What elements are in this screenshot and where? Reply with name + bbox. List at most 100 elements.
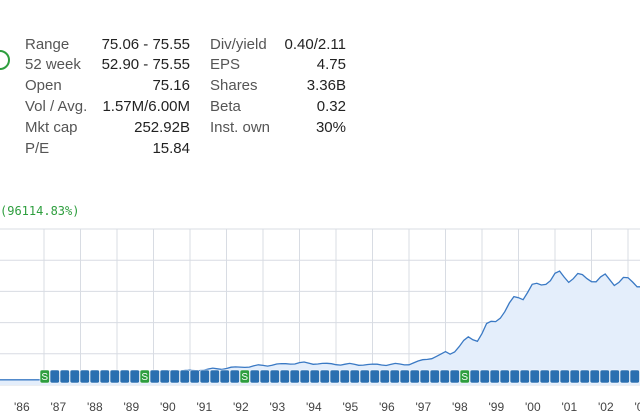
dividend-marker[interactable]	[89, 369, 100, 384]
percent-change-label: (96114.83%)	[0, 204, 80, 218]
split-marker-label: S	[241, 372, 248, 383]
dividend-marker[interactable]	[139, 369, 150, 384]
dividend-marker[interactable]	[329, 369, 340, 384]
year-tick-label: '91	[197, 400, 213, 414]
stat-value: 75.16	[152, 77, 190, 94]
stat-label: Div/yield	[210, 36, 267, 53]
dividend-marker[interactable]	[99, 369, 110, 384]
dividend-marker[interactable]	[119, 369, 130, 384]
dividend-marker[interactable]	[339, 369, 350, 384]
dividend-marker[interactable]	[399, 369, 410, 384]
dividend-marker[interactable]	[459, 369, 470, 384]
dividend-marker[interactable]	[299, 369, 310, 384]
dividend-marker[interactable]	[79, 369, 90, 384]
year-tick-label: '93	[270, 400, 286, 414]
dividend-marker[interactable]	[219, 369, 230, 384]
dividend-marker[interactable]	[389, 369, 400, 384]
stat-pe: P/E 15.84	[25, 139, 190, 159]
stat-value: 1.57M/6.00M	[102, 98, 190, 115]
dividend-marker[interactable]	[49, 369, 60, 384]
dividend-marker[interactable]	[259, 369, 270, 384]
year-tick-label: '99	[489, 400, 505, 414]
dividend-marker[interactable]	[269, 369, 280, 384]
dividend-marker[interactable]	[449, 369, 460, 384]
dividend-marker[interactable]	[509, 369, 520, 384]
stat-value: 4.75	[316, 56, 346, 73]
dividend-marker[interactable]	[169, 369, 180, 384]
dividend-marker[interactable]	[159, 369, 170, 384]
dividend-marker[interactable]	[599, 369, 610, 384]
dividend-marker[interactable]	[209, 369, 220, 384]
stat-value: 15.84	[152, 140, 190, 157]
dividend-marker[interactable]	[589, 369, 600, 384]
stat-range: Range 75.06 - 75.55	[25, 35, 190, 55]
dividend-marker[interactable]	[249, 369, 260, 384]
dividend-marker[interactable]	[229, 369, 240, 384]
dividend-marker[interactable]	[239, 369, 250, 384]
stat-label: Open	[25, 77, 62, 94]
year-tick-label: '98	[452, 400, 468, 414]
stat-div-yield: Div/yield 0.40/2.11	[210, 35, 346, 55]
stat-beta: Beta 0.32	[210, 97, 346, 117]
dividend-marker[interactable]	[489, 369, 500, 384]
stat-open: Open 75.16	[25, 76, 190, 96]
quote-stats: Range 75.06 - 75.55 52 week 52.90 - 75.5…	[0, 35, 640, 165]
dividend-marker[interactable]	[629, 369, 640, 384]
dividend-marker[interactable]	[429, 369, 440, 384]
price-chart[interactable]: S S S S '86 '87 '88 '89 '90 '91 '92 '93 '94 '95 '96 '9…	[0, 225, 640, 420]
dividend-marker[interactable]	[59, 369, 70, 384]
stat-label: Shares	[210, 77, 258, 94]
stat-value: 30%	[315, 119, 346, 136]
dividend-marker[interactable]	[369, 369, 380, 384]
dividend-marker[interactable]	[129, 369, 140, 384]
stat-value: 52.90 - 75.55	[101, 56, 190, 73]
dividend-marker[interactable]	[39, 369, 50, 384]
year-tick-label: '95	[343, 400, 359, 414]
stat-label: Mkt cap	[25, 119, 78, 136]
dividend-marker[interactable]	[109, 369, 120, 384]
dividend-marker[interactable]	[569, 369, 580, 384]
stat-market-cap: Mkt cap 252.92B	[25, 118, 190, 138]
year-tick-label: '94	[306, 400, 322, 414]
dividend-marker[interactable]	[619, 369, 630, 384]
dividend-marker[interactable]	[609, 369, 620, 384]
dividend-marker[interactable]	[439, 369, 450, 384]
dividend-marker[interactable]	[279, 369, 290, 384]
dividend-marker[interactable]	[379, 369, 390, 384]
dividend-marker[interactable]	[469, 369, 480, 384]
dividend-marker[interactable]	[409, 369, 420, 384]
year-tick-label: '86	[14, 400, 30, 414]
dividend-marker[interactable]	[289, 369, 300, 384]
dividend-marker[interactable]	[179, 369, 190, 384]
year-tick-label: '92	[233, 400, 249, 414]
dividend-marker[interactable]	[319, 369, 330, 384]
dividend-marker[interactable]	[539, 369, 550, 384]
dividend-marker[interactable]	[149, 369, 160, 384]
year-tick-label: '01	[562, 400, 578, 414]
dividend-marker[interactable]	[69, 369, 80, 384]
stat-eps: EPS 4.75	[210, 55, 346, 75]
dividend-marker[interactable]	[499, 369, 510, 384]
dividend-marker[interactable]	[579, 369, 590, 384]
dividend-marker[interactable]	[419, 369, 430, 384]
year-tick-label: '00	[525, 400, 541, 414]
dividend-marker[interactable]	[479, 369, 490, 384]
dividend-marker[interactable]	[189, 369, 200, 384]
dividend-marker[interactable]	[309, 369, 320, 384]
dividend-marker[interactable]	[349, 369, 360, 384]
year-tick-label: '88	[87, 400, 103, 414]
stat-label: Inst. own	[210, 119, 271, 136]
stat-label: P/E	[25, 140, 50, 157]
dividend-marker[interactable]	[519, 369, 530, 384]
year-tick-label: '90	[160, 400, 176, 414]
stat-value: 3.36B	[306, 77, 346, 94]
stat-label: Vol / Avg.	[25, 98, 88, 115]
dividend-marker[interactable]	[359, 369, 370, 384]
dividend-marker[interactable]	[199, 369, 210, 384]
dividend-marker[interactable]	[559, 369, 570, 384]
stat-inst-own: Inst. own 30%	[210, 118, 346, 138]
stat-value: 252.92B	[134, 119, 190, 136]
dividend-marker[interactable]	[549, 369, 560, 384]
dividend-marker[interactable]	[529, 369, 540, 384]
